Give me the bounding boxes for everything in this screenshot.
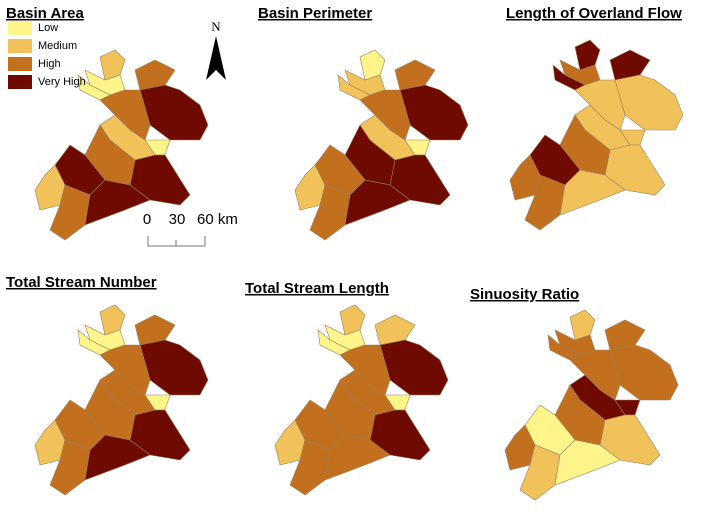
scale-label: 0 xyxy=(143,211,151,228)
sub-basin xyxy=(374,314,416,346)
map-panel xyxy=(294,49,469,241)
north-arrow xyxy=(206,36,226,80)
sub-basin xyxy=(134,59,176,91)
sub-basin xyxy=(609,49,651,81)
panel-title: Basin Area xyxy=(6,5,84,22)
map-panel xyxy=(509,39,684,231)
scale-label: 30 xyxy=(169,211,186,228)
panel-title: Basin Perimeter xyxy=(258,5,372,22)
legend-swatch xyxy=(8,57,32,71)
sub-basin xyxy=(84,179,151,226)
sub-basin xyxy=(99,49,126,81)
sub-basin xyxy=(359,49,386,81)
map-panel xyxy=(34,49,209,241)
legend-swatch xyxy=(8,39,32,53)
north-label: N xyxy=(211,19,221,34)
sub-basin xyxy=(139,84,209,141)
maps xyxy=(34,39,684,501)
sub-basin xyxy=(574,39,601,71)
legend-label: Very High xyxy=(38,76,86,88)
panel-title: Total Stream Length xyxy=(245,280,389,297)
map-panel xyxy=(504,309,679,501)
panel-title: Sinuosity Ratio xyxy=(470,286,579,303)
sub-basin xyxy=(614,74,684,131)
legend-swatch xyxy=(8,21,32,35)
sub-basin xyxy=(379,339,449,396)
sub-basin xyxy=(559,169,626,216)
sub-basin xyxy=(554,439,621,486)
sub-basin xyxy=(394,59,436,91)
legend-swatch xyxy=(8,75,32,89)
sub-basin xyxy=(134,314,176,346)
panel-title: Length of Overland Flow xyxy=(506,5,682,22)
sub-basin xyxy=(609,344,679,401)
scale-label: 60 km xyxy=(197,211,238,228)
legend-label: Low xyxy=(38,22,58,34)
scale-bar xyxy=(147,236,206,247)
panel-title: Total Stream Number xyxy=(6,274,157,291)
sub-basin xyxy=(84,434,151,481)
sub-basin xyxy=(99,304,126,336)
sub-basin xyxy=(339,304,366,336)
sub-basin xyxy=(324,434,391,481)
sub-basin xyxy=(344,179,411,226)
sub-basin xyxy=(569,309,596,341)
sub-basin xyxy=(399,84,469,141)
map-panel xyxy=(34,304,209,496)
map-panel xyxy=(274,304,449,496)
sub-basin xyxy=(139,339,209,396)
sub-basin xyxy=(604,319,646,351)
legend-label: Medium xyxy=(38,40,77,52)
legend-label: High xyxy=(38,58,61,70)
